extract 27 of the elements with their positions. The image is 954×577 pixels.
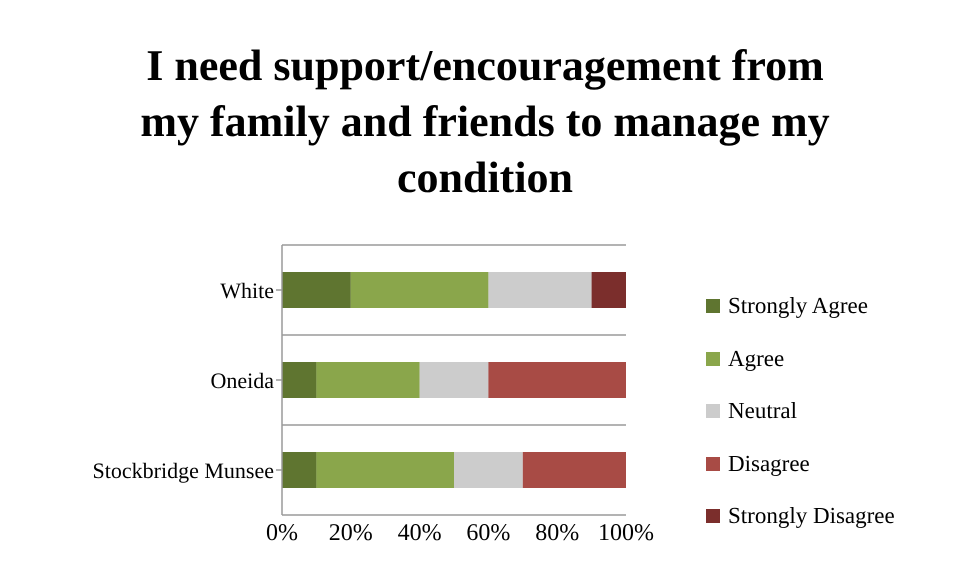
- x-tick-label: 60%: [466, 520, 510, 546]
- bar: [522, 452, 626, 488]
- y-tick-label: White: [220, 278, 274, 303]
- x-tick-label: 100%: [598, 520, 654, 546]
- bar: [316, 452, 454, 488]
- x-tick-label: 80%: [535, 520, 580, 546]
- bar: [592, 272, 626, 308]
- bar: [420, 362, 488, 398]
- bar: [282, 452, 316, 488]
- y-tick-label: Oneida: [210, 368, 274, 393]
- legend-label: Agree: [728, 346, 784, 372]
- bar: [454, 452, 523, 488]
- chart-title: I need support/encouragement from my family and friends to manage my condition: [139, 40, 831, 204]
- legend-label: Neutral: [728, 398, 797, 424]
- x-tick-label: 20%: [328, 520, 373, 546]
- x-tick-label: 0%: [266, 520, 298, 546]
- y-tick-label: Stockbridge Munsee: [92, 458, 274, 483]
- bar: [350, 272, 488, 308]
- bar: [282, 272, 351, 308]
- legend-label: Strongly Disagree: [728, 503, 895, 530]
- legend-label: Strongly Agree: [728, 293, 868, 320]
- bar: [316, 362, 420, 398]
- bar: [488, 362, 626, 398]
- bar: [488, 272, 592, 308]
- legend-label: Disagree: [728, 450, 810, 477]
- bar: [282, 362, 316, 398]
- x-tick-label: 40%: [398, 520, 442, 546]
